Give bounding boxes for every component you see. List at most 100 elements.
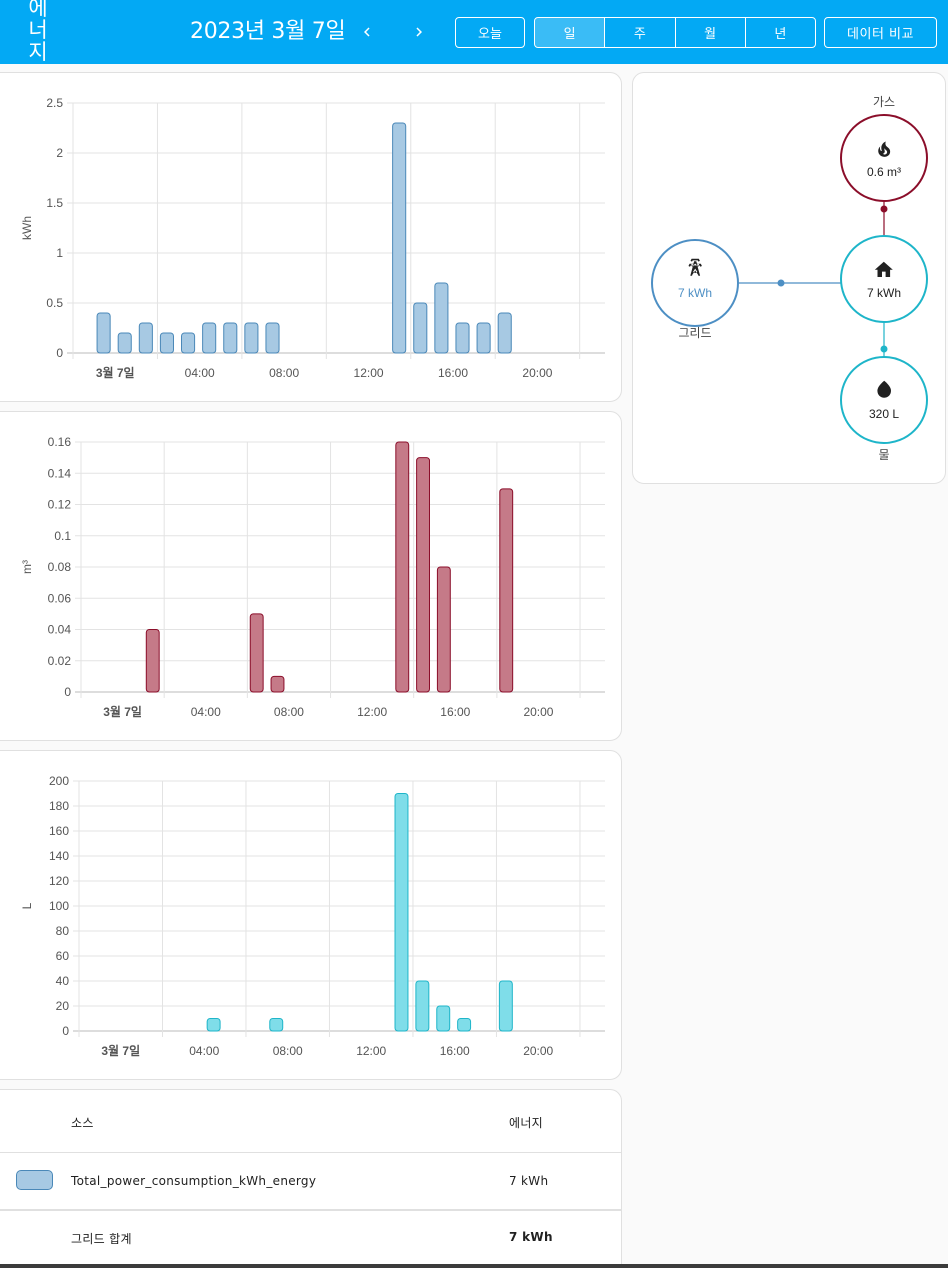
- sources-table-card: 소스 에너지 Total_power_consumption_kWh_energ…: [0, 1089, 622, 1268]
- y-tick-label: 140: [49, 849, 69, 863]
- y-tick-label: 0: [62, 1024, 69, 1038]
- bar: [498, 980, 513, 1032]
- bar: [223, 322, 238, 354]
- bar: [270, 675, 285, 693]
- bar: [413, 302, 428, 354]
- legend-swatch[interactable]: [16, 1170, 53, 1190]
- x-tick-label: 3월 7일: [96, 365, 135, 380]
- water-node[interactable]: [840, 356, 928, 444]
- electricity-chart-card: 0 0.5 1 1.5 2 2.5 3월 7일 04:00 08:00 12:00 16:00 20:…: [0, 72, 622, 402]
- x-tick-label: 12:00: [357, 705, 387, 719]
- chevron-right-icon: [416, 27, 422, 37]
- period-week-button[interactable]: 주: [604, 18, 674, 47]
- grid-value: 7 kWh: [678, 286, 712, 300]
- x-tick-label: 08:00: [274, 705, 304, 719]
- bar: [117, 332, 132, 354]
- x-tick-label: 04:00: [185, 366, 215, 380]
- home-node[interactable]: [840, 235, 928, 323]
- y-tick-label: 80: [56, 924, 70, 938]
- compare-data-button[interactable]: 데이터 비교: [824, 17, 937, 48]
- y-tick-label: 0: [64, 685, 71, 699]
- y-tick-label: 0.08: [48, 560, 72, 574]
- gas-chart-card: 0 0.02 0.04 0.06 0.08 0.1 0.12 0.14 0.16 3월 7일 04:…: [0, 411, 622, 741]
- next-period-button[interactable]: [404, 17, 434, 47]
- table-divider: [0, 1152, 621, 1153]
- y-tick-label: 0.16: [48, 435, 72, 449]
- bar: [499, 488, 514, 693]
- water-label: 물: [878, 448, 889, 462]
- y-tick-label: 0.1: [54, 529, 71, 543]
- water-drop-icon: [877, 380, 891, 398]
- x-tick-label: 16:00: [440, 705, 470, 719]
- table-total-row: 그리드 합계 7 kWh: [0, 1211, 611, 1268]
- y-tick-label: 2: [56, 146, 63, 160]
- y-tick-label: 160: [49, 824, 69, 838]
- y-tick-label: 20: [56, 999, 70, 1013]
- y-tick-label: 0.5: [46, 296, 63, 310]
- water-value: 320 L: [869, 407, 899, 421]
- x-tick-label: 20:00: [523, 705, 553, 719]
- today-button[interactable]: 오늘: [455, 17, 525, 48]
- y-tick-label: 40: [56, 974, 70, 988]
- energy-distribution-card: 가스 0.6 m³ 7 kWh 그리드 7 kWh 320 L 물: [632, 72, 946, 484]
- bar: [436, 566, 451, 693]
- y-axis-label: kWh: [20, 216, 34, 240]
- period-year-button[interactable]: 년: [744, 18, 815, 47]
- bottom-scrollbar[interactable]: [0, 1264, 948, 1268]
- y-tick-label: 1.5: [46, 196, 63, 210]
- y-tick-label: 180: [49, 799, 69, 813]
- home-value: 7 kWh: [867, 286, 901, 300]
- bar: [436, 1005, 451, 1032]
- table-header-source: 소스: [71, 1116, 94, 1130]
- period-month-button[interactable]: 월: [674, 18, 745, 47]
- home-icon: [874, 261, 893, 277]
- bar: [457, 1018, 472, 1032]
- previous-period-button[interactable]: [352, 17, 382, 47]
- x-tick-label: 08:00: [273, 1044, 303, 1058]
- y-tick-label: 0.02: [48, 654, 72, 668]
- x-tick-label: 08:00: [269, 366, 299, 380]
- period-selector: 일 주 월 년: [534, 17, 816, 48]
- table-header-energy: 에너지: [509, 1116, 544, 1130]
- transmission-tower-icon: [688, 258, 702, 276]
- bar: [415, 980, 430, 1032]
- x-tick-label: 16:00: [438, 366, 468, 380]
- y-tick-label: 2.5: [46, 96, 63, 110]
- y-tick-label: 200: [49, 774, 69, 788]
- x-tick-label: 04:00: [189, 1044, 219, 1058]
- bar: [416, 457, 431, 693]
- x-tick-label: 20:00: [523, 1044, 553, 1058]
- table-total-divider: [0, 1209, 621, 1211]
- gas-flow-dot: [880, 205, 888, 213]
- period-day-button[interactable]: 일: [535, 18, 605, 47]
- y-tick-label: 0.06: [48, 591, 72, 605]
- grid-node[interactable]: [651, 239, 739, 327]
- gas-value: 0.6 m³: [867, 165, 901, 179]
- y-tick-label: 100: [49, 899, 69, 913]
- bar: [138, 322, 153, 354]
- source-energy: 7 kWh: [509, 1174, 549, 1188]
- grid-label: 그리드: [678, 326, 711, 340]
- bar: [145, 629, 160, 693]
- chevron-left-icon: [364, 27, 370, 37]
- table-row[interactable]: Total_power_consumption_kWh_energy 7 kWh: [0, 1152, 611, 1209]
- x-tick-label: 20:00: [522, 366, 552, 380]
- gas-usage-chart: 0 0.02 0.04 0.06 0.08 0.1 0.12 0.14 0.16 3월 7일 04:…: [20, 435, 605, 719]
- gas-node[interactable]: [840, 114, 928, 202]
- bar: [394, 793, 409, 1032]
- y-tick-label: 0.12: [48, 498, 72, 512]
- bar: [202, 322, 217, 354]
- bar: [392, 122, 407, 354]
- bar: [206, 1018, 221, 1032]
- bar: [476, 322, 491, 354]
- bar: [159, 332, 174, 354]
- x-tick-label: 3월 7일: [103, 704, 142, 719]
- water-chart-card: 0 20 40 60 80 100 120 140 160 180 200 3월 7일 04:00 08:…: [0, 750, 622, 1080]
- x-tick-label: 16:00: [440, 1044, 470, 1058]
- bar: [497, 312, 512, 354]
- bar: [434, 282, 449, 354]
- energy-distribution-diagram: 가스 0.6 m³ 7 kWh 그리드 7 kWh 320 L 물: [651, 95, 928, 462]
- fire-icon: [878, 141, 891, 157]
- y-tick-label: 0.14: [48, 466, 72, 480]
- app-bar: 에 너 지 2023년 3월 7일 오늘 일 주 월 년 데이터 비교: [0, 0, 948, 64]
